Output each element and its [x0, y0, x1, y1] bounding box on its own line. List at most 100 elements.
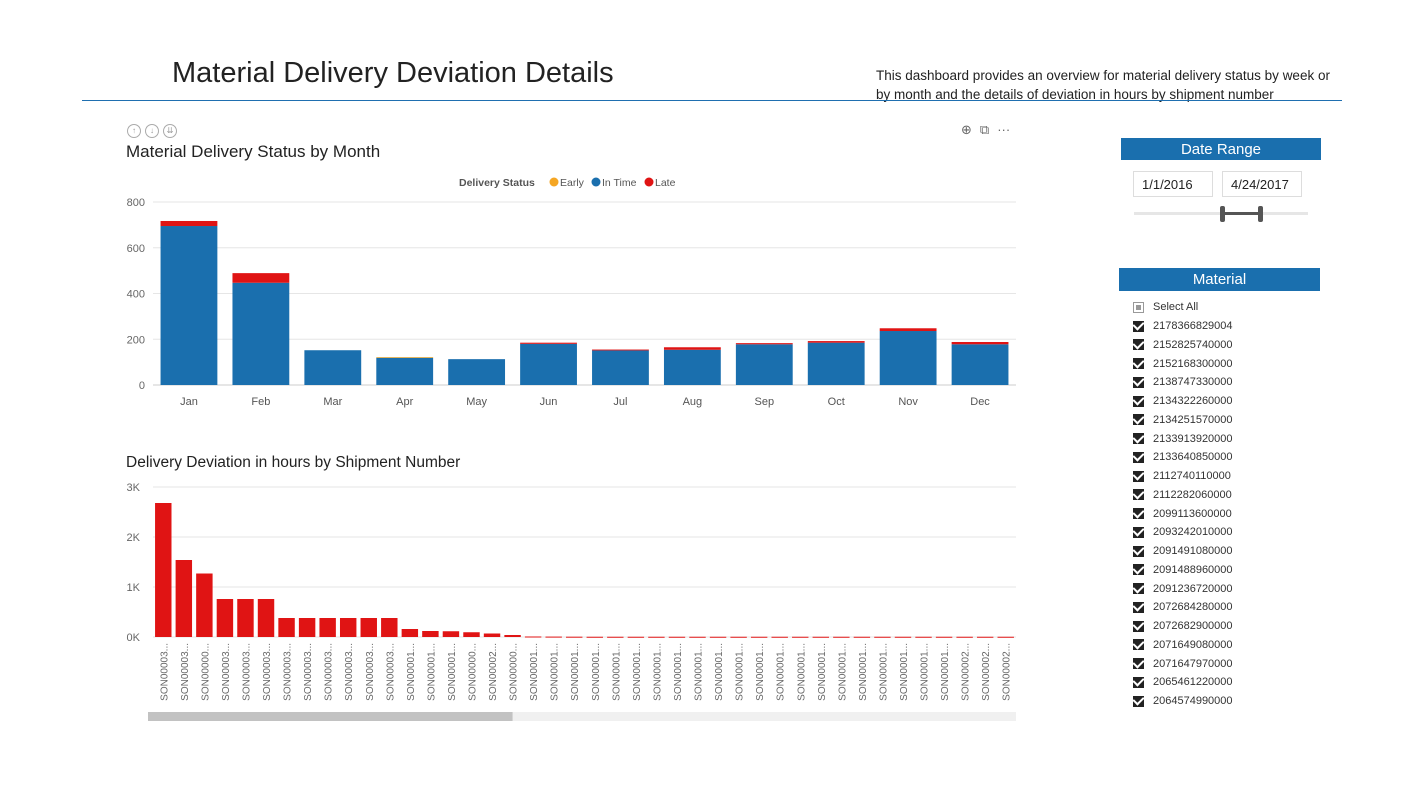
material-checkbox[interactable] — [1133, 414, 1144, 425]
material-item[interactable]: 2071649080000 — [1133, 636, 1233, 655]
x-tick-label: SON00001... — [755, 643, 766, 701]
material-checkbox[interactable] — [1133, 564, 1144, 575]
deviation-bar — [936, 637, 952, 638]
material-item[interactable]: 2112740110000 — [1133, 467, 1233, 486]
deviation-bar — [258, 599, 274, 637]
material-label: 2091491080000 — [1153, 545, 1233, 557]
deviation-bar — [422, 631, 438, 637]
material-checkbox[interactable] — [1133, 358, 1144, 369]
chart-scroll-thumb[interactable] — [148, 712, 513, 721]
material-item[interactable]: 2133640850000 — [1133, 448, 1233, 467]
material-item[interactable]: 2091488960000 — [1133, 561, 1233, 580]
x-tick-label: SON00001... — [426, 643, 437, 701]
material-checkbox[interactable] — [1133, 677, 1144, 688]
material-item[interactable]: 2178366829004 — [1133, 317, 1233, 336]
material-label: 2071649080000 — [1153, 639, 1233, 651]
select-all-checkbox[interactable] — [1133, 302, 1144, 313]
material-item[interactable]: 2099113600000 — [1133, 504, 1233, 523]
x-tick-label: SON00002... — [961, 643, 972, 701]
material-item[interactable]: 2093242010000 — [1133, 523, 1233, 542]
material-item[interactable]: 2133913920000 — [1133, 429, 1233, 448]
legend-marker — [550, 178, 559, 187]
select-all-label: Select All — [1153, 301, 1198, 313]
x-tick-label: Nov — [898, 396, 918, 408]
x-tick-label: SON00000... — [509, 643, 520, 701]
expand-icon[interactable]: ⇊ — [163, 124, 177, 138]
deviation-bar — [956, 637, 972, 638]
material-checkbox[interactable] — [1133, 696, 1144, 707]
drill-up-icon[interactable]: ↑ — [127, 124, 141, 138]
deviation-bar — [484, 634, 500, 638]
material-item[interactable]: 2134251570000 — [1133, 411, 1233, 430]
material-label: 2152825740000 — [1153, 339, 1233, 351]
x-tick-label: Feb — [251, 396, 270, 408]
bar-in-time — [232, 283, 289, 385]
material-item[interactable]: 2072682900000 — [1133, 617, 1233, 636]
x-tick-label: SON00003... — [365, 643, 376, 701]
material-checkbox[interactable] — [1133, 658, 1144, 669]
material-checkbox[interactable] — [1133, 621, 1144, 632]
material-checkbox[interactable] — [1133, 321, 1144, 332]
x-tick-label: SON00003... — [344, 643, 355, 701]
material-item[interactable]: 2091236720000 — [1133, 579, 1233, 598]
material-checkbox[interactable] — [1133, 546, 1144, 557]
deviation-bar — [792, 637, 808, 638]
x-tick-label: SON00003... — [241, 643, 252, 701]
material-checkbox[interactable] — [1133, 396, 1144, 407]
deviation-bar — [895, 637, 911, 638]
deviation-bar — [176, 560, 192, 637]
deviation-bar — [402, 629, 418, 637]
material-item[interactable]: 2152825740000 — [1133, 336, 1233, 355]
start-date-input[interactable]: 1/1/2016 — [1133, 171, 1213, 197]
material-checkbox[interactable] — [1133, 602, 1144, 613]
range-end-handle[interactable] — [1258, 206, 1263, 222]
material-checkbox[interactable] — [1133, 339, 1144, 350]
material-checkbox[interactable] — [1133, 489, 1144, 500]
x-tick-label: Aug — [683, 396, 703, 408]
x-tick-label: SON00003... — [159, 643, 170, 701]
x-tick-label: May — [466, 396, 487, 408]
range-start-handle[interactable] — [1220, 206, 1225, 222]
material-item[interactable]: 2065461220000 — [1133, 673, 1233, 692]
bar-late — [664, 347, 721, 350]
material-label: 2091488960000 — [1153, 564, 1233, 576]
focus-mode-icon[interactable]: ⧉ — [980, 122, 989, 138]
material-item[interactable]: 2064574990000 — [1133, 692, 1233, 711]
x-tick-label: SON00003... — [303, 643, 314, 701]
date-range-fill — [1222, 212, 1260, 215]
material-checkbox[interactable] — [1133, 452, 1144, 463]
material-checkbox[interactable] — [1133, 508, 1144, 519]
x-tick-label: SON00003... — [262, 643, 273, 701]
material-checkbox[interactable] — [1133, 639, 1144, 650]
material-item[interactable]: 2112282060000 — [1133, 486, 1233, 505]
select-all-item[interactable]: Select All — [1133, 298, 1233, 317]
x-tick-label: SON00001... — [550, 643, 561, 701]
download-icon[interactable]: ⊕ — [961, 122, 972, 138]
deviation-bar — [463, 632, 479, 637]
deviation-bar — [504, 635, 520, 637]
end-date-input[interactable]: 4/24/2017 — [1222, 171, 1302, 197]
material-checkbox[interactable] — [1133, 471, 1144, 482]
material-item[interactable]: 2138747330000 — [1133, 373, 1233, 392]
material-checkbox[interactable] — [1133, 433, 1144, 444]
bar-in-time — [880, 331, 937, 385]
more-options-icon[interactable]: ··· — [997, 122, 1010, 138]
material-checkbox[interactable] — [1133, 377, 1144, 388]
drill-down-icon[interactable]: ↓ — [145, 124, 159, 138]
material-item[interactable]: 2091491080000 — [1133, 542, 1233, 561]
material-item[interactable]: 2152168300000 — [1133, 354, 1233, 373]
material-item[interactable]: 2071647970000 — [1133, 654, 1233, 673]
material-label: 2112740110000 — [1153, 470, 1231, 482]
x-tick-label: SON00003... — [324, 643, 335, 701]
material-label: 2072684280000 — [1153, 601, 1233, 613]
x-tick-label: SON00001... — [673, 643, 684, 701]
material-item[interactable]: 2072684280000 — [1133, 598, 1233, 617]
deviation-bar — [771, 637, 787, 638]
bar-in-time — [736, 344, 793, 385]
deviation-bar — [874, 637, 890, 638]
y-tick-label: 1K — [127, 582, 141, 594]
x-tick-label: SON00001... — [920, 643, 931, 701]
material-checkbox[interactable] — [1133, 527, 1144, 538]
material-checkbox[interactable] — [1133, 583, 1144, 594]
material-item[interactable]: 2134322260000 — [1133, 392, 1233, 411]
